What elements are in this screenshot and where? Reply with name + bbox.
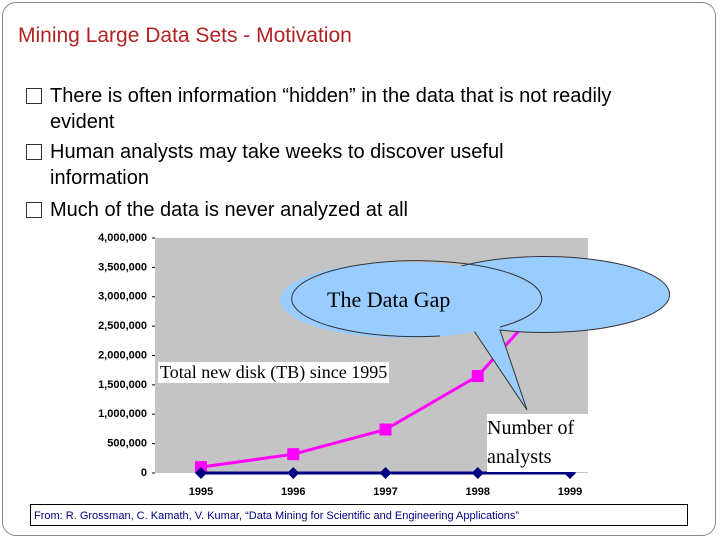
y-tick-label: 0 — [141, 467, 147, 479]
callout-fill — [280, 262, 530, 338]
callout-outline — [291, 260, 543, 338]
y-tick-label: 1,500,000 — [98, 379, 147, 391]
x-tick-label: 1995 — [189, 486, 213, 498]
bullet-box — [26, 144, 42, 160]
marker — [287, 467, 300, 479]
bullet-box — [26, 202, 42, 218]
x-tick-label: 1996 — [281, 486, 305, 498]
y-tick-label: 4,000,000 — [98, 232, 147, 244]
marker — [471, 467, 484, 479]
annotation: The Data Gap — [327, 287, 451, 312]
bullet-box — [26, 88, 42, 104]
bullet: Human analysts may take weeks to discove… — [26, 139, 605, 191]
source-note: From: R. Grossman, C. Kamath, V. Kumar, … — [30, 504, 688, 526]
marker — [471, 370, 484, 383]
marker — [195, 467, 207, 479]
y-tick-label: 2,500,000 — [98, 320, 147, 332]
slide-title: Mining Large Data Sets - Motivation — [18, 24, 352, 47]
bullet-text: Human analysts may take weeks to discove… — [50, 141, 504, 189]
x-tick-label: 1998 — [466, 486, 490, 498]
marker — [287, 448, 300, 461]
y-tick-label: 1,000,000 — [98, 408, 147, 420]
y-tick-label: 3,500,000 — [98, 261, 147, 273]
marker — [379, 467, 392, 479]
series-label: Total new disk (TB) since 1995 — [158, 362, 390, 383]
x-tick-label: 1997 — [373, 486, 397, 498]
y-tick-label: 3,000,000 — [98, 291, 147, 303]
x-tick-label: 1999 — [558, 486, 582, 498]
series-label: Number of analysts — [487, 414, 599, 472]
bullet-text: There is often information “hidden” in t… — [50, 85, 612, 133]
bullet-text: Much of the data is never analyzed at al… — [50, 199, 408, 221]
y-tick-label: 500,000 — [107, 438, 147, 450]
marker — [379, 423, 392, 436]
bullet: Much of the data is never analyzed at al… — [26, 197, 620, 223]
bullet: There is often information “hidden” in t… — [26, 83, 620, 135]
y-tick-label: 2,000,000 — [98, 349, 147, 361]
